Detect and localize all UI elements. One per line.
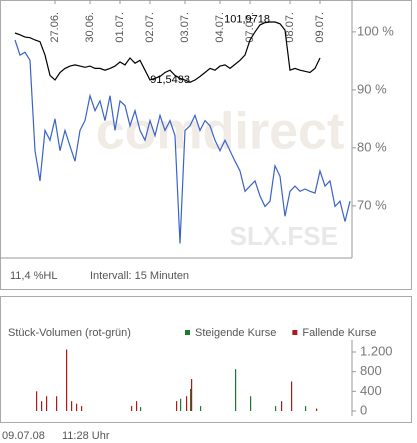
price-frame xyxy=(0,0,412,290)
price-line xyxy=(14,39,351,244)
price-line xyxy=(14,21,321,83)
y-tick-label: 1.200 xyxy=(360,343,393,358)
x-tick-label: 04.07. xyxy=(214,12,226,43)
volume-bar xyxy=(46,396,48,411)
volume-bar xyxy=(200,406,202,411)
volume-bar xyxy=(41,401,43,411)
legend-label: Fallende Kurse xyxy=(302,327,376,339)
legend-label: Steigende Kurse xyxy=(195,327,276,339)
x-tick-label: 09.07. xyxy=(314,12,326,43)
annotation: 91,5493 xyxy=(150,74,190,86)
volume-bar xyxy=(136,401,138,411)
volume-bar xyxy=(76,403,78,411)
y-tick-label: 90 % xyxy=(357,81,387,96)
y-tick-label: 100 % xyxy=(357,23,394,38)
x-tick-label: 02.07. xyxy=(144,12,156,43)
volume-bar xyxy=(131,406,133,411)
volume-bar xyxy=(281,401,283,411)
volume-bar xyxy=(190,388,192,411)
volume-bar xyxy=(250,396,252,411)
y-tick-label: 400 xyxy=(360,383,382,398)
x-tick-label: 03.07. xyxy=(179,12,191,43)
volume-bar xyxy=(275,406,277,411)
legend-swatch xyxy=(185,330,190,335)
volume-bar xyxy=(36,391,38,411)
volume-bar xyxy=(186,396,188,411)
x-tick-label: 08.07. xyxy=(284,12,296,43)
volume-title: Stück-Volumen (rot-grün) xyxy=(8,327,131,339)
x-tick-label: 01.07. xyxy=(114,12,126,43)
annotation: 101,9718 xyxy=(224,13,270,25)
volume-bar xyxy=(176,401,178,411)
volume-bar xyxy=(191,379,193,411)
note: Intervall: 15 Minuten xyxy=(90,270,189,282)
volume-bar xyxy=(81,406,83,411)
volume-bar xyxy=(235,369,237,411)
volume-bar xyxy=(56,396,58,411)
volume-bar xyxy=(180,398,182,411)
watermark: SLX.FSE xyxy=(230,221,338,251)
time: 11:28 Uhr xyxy=(62,430,110,442)
x-tick-label: 27.06. xyxy=(49,12,61,43)
volume-bar xyxy=(316,408,318,411)
legend-swatch xyxy=(292,330,298,335)
y-tick-label: 70 % xyxy=(357,197,387,212)
volume-bar xyxy=(305,406,307,411)
volume-frame xyxy=(0,296,412,423)
x-tick-label: 30.06. xyxy=(84,12,96,43)
y-tick-label: 0 xyxy=(360,402,367,417)
volume-bar xyxy=(66,349,68,411)
volume-bar xyxy=(140,407,142,411)
date: 09.07.08 xyxy=(2,430,45,442)
y-tick-label: 800 xyxy=(360,363,382,378)
volume-bar xyxy=(71,401,73,411)
note: 11,4 %HL xyxy=(10,270,58,282)
volume-bar xyxy=(291,381,293,411)
y-tick-label: 80 % xyxy=(357,139,387,154)
